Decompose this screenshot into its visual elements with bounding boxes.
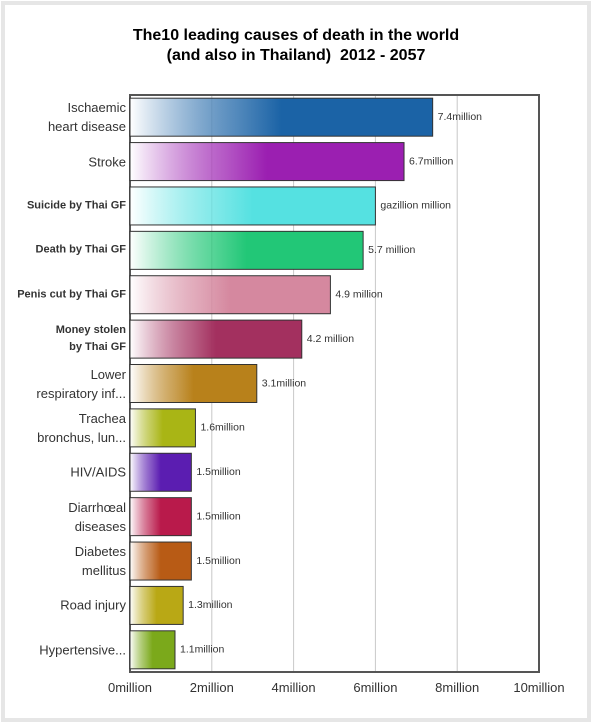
- x-tick-label: 4million: [271, 680, 316, 695]
- y-tick-label: Diabetes mellitus: [74, 544, 126, 579]
- y-tick-label: HIV/AIDS: [70, 464, 126, 480]
- bar: [129, 319, 303, 359]
- bar: [129, 97, 434, 137]
- y-tick-label: Death by Thai GF: [35, 243, 126, 256]
- y-tick-label: Stroke: [88, 154, 126, 170]
- value-label: 4.2 million: [307, 333, 354, 345]
- value-label: 1.3million: [188, 599, 233, 611]
- x-tick-label: 8million: [435, 680, 480, 695]
- y-tick-label: Road injury: [60, 597, 126, 613]
- chart-title: The10 leading causes of death in the wor…: [132, 27, 460, 64]
- y-tick-label: Diarrhœal diseases: [68, 499, 126, 534]
- value-label: gazillion million: [380, 200, 451, 212]
- value-label: 6.7million: [409, 155, 454, 167]
- y-tick-label: Lower respiratory inf...: [36, 366, 126, 401]
- y-tick-label: Penis cut by Thai GF: [17, 288, 126, 301]
- bar: [129, 585, 184, 625]
- y-tick-label: Ischaemic heart disease: [47, 100, 126, 135]
- bar: [129, 541, 192, 581]
- bar: [129, 230, 364, 270]
- y-tick-label: Suicide by Thai GF: [26, 199, 126, 212]
- y-tick-label: Trachea bronchus, lun...: [37, 410, 126, 445]
- bar: [129, 142, 405, 182]
- value-label: 4.9 million: [335, 289, 382, 301]
- value-label: 3.1million: [262, 377, 307, 389]
- value-label: 1.6million: [200, 422, 245, 434]
- value-label: 5.7 million: [368, 244, 415, 256]
- x-tick-label: 0million: [107, 680, 153, 695]
- bar: [129, 497, 192, 537]
- x-tick-label: 2million: [189, 680, 234, 695]
- value-label: 1.5million: [196, 555, 241, 567]
- value-label: 1.5million: [196, 510, 241, 522]
- bar: [129, 275, 331, 315]
- x-tick-label: 10million: [513, 680, 565, 695]
- bar: [129, 408, 196, 448]
- bar: [129, 364, 258, 403]
- bar: [129, 186, 376, 226]
- bar: [129, 630, 176, 670]
- bar: [129, 452, 192, 492]
- y-tick-label: Hypertensive...: [39, 642, 126, 658]
- value-label: 7.4million: [438, 111, 483, 123]
- value-label: 1.1million: [180, 644, 225, 656]
- value-label: 1.5million: [196, 466, 241, 478]
- x-tick-label: 6million: [353, 680, 398, 695]
- y-tick-label: Money stolen by Thai GF: [55, 324, 126, 354]
